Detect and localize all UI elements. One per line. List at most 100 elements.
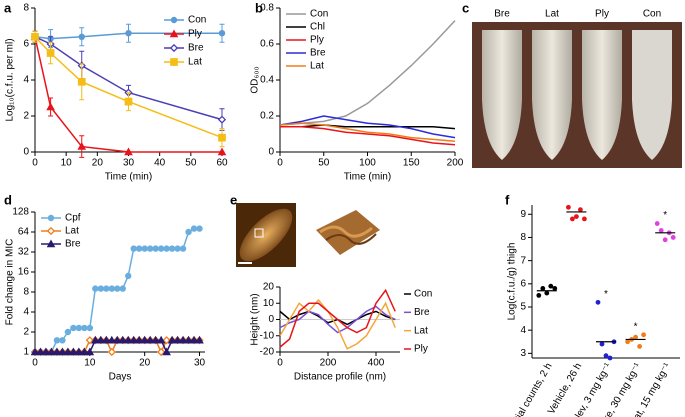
y-tick-label: 16 [18, 267, 30, 278]
marker [145, 335, 155, 344]
marker [108, 285, 115, 292]
x-tick-label: 0 [277, 358, 283, 369]
point [578, 207, 583, 213]
x-tick-label: 20 [139, 358, 151, 369]
marker [151, 335, 160, 344]
marker [217, 115, 227, 124]
marker [41, 347, 51, 356]
legend-label: Bre [310, 48, 326, 59]
marker [46, 226, 56, 236]
marker [173, 335, 182, 344]
marker [157, 347, 166, 357]
marker [157, 245, 165, 252]
y-tick-label: 4 [520, 325, 526, 336]
legend-label: Con [310, 9, 328, 20]
marker [130, 245, 137, 252]
significance-star: * [634, 321, 638, 332]
significance-star: * [604, 289, 608, 300]
point [603, 353, 609, 359]
series-line [280, 126, 456, 146]
y-tick-label: 0.6 [260, 39, 274, 50]
x-tick-label: 40 [154, 158, 166, 169]
marker [167, 335, 177, 344]
photo-label: Lat [545, 9, 559, 20]
y-tick-label: 20 [263, 282, 275, 293]
marker [64, 328, 72, 336]
marker [156, 335, 166, 344]
y-tick-label: 0 [268, 314, 274, 325]
marker [124, 147, 133, 156]
tubes [482, 30, 672, 160]
y-axis-label: Height (nm) [250, 293, 261, 345]
x-tick-label: 100 [359, 158, 376, 169]
marker [59, 337, 66, 344]
significance-star: * [663, 210, 667, 221]
y-tick-label: 4 [23, 75, 29, 86]
panel-label: e [230, 192, 237, 207]
y-tick-label: 32 [18, 247, 30, 258]
point [574, 214, 579, 219]
marker [169, 29, 179, 38]
legend-label: Lat [65, 226, 79, 237]
marker [168, 245, 176, 252]
marker [46, 49, 55, 57]
legend-label: Con [414, 289, 432, 300]
point [548, 283, 554, 289]
point [670, 235, 676, 240]
marker [47, 347, 56, 356]
y-tick-label: 1 [23, 347, 29, 358]
point [566, 204, 571, 210]
marker [112, 335, 122, 344]
marker [217, 147, 227, 156]
marker [124, 97, 133, 106]
marker [80, 347, 89, 356]
x-axis-label: Days [109, 372, 132, 383]
y-tick-label: -20 [260, 347, 275, 358]
point [633, 334, 638, 340]
marker [179, 245, 187, 252]
marker [107, 347, 116, 357]
marker [86, 324, 94, 332]
series-line [279, 20, 456, 126]
legend-label: Bre [414, 307, 430, 318]
y-tick-label: 0.2 [260, 111, 274, 122]
marker [52, 347, 62, 356]
legend-label: Bre [188, 43, 204, 54]
y-tick-label: 10 [263, 298, 275, 309]
y-tick-label: 0.4 [260, 75, 274, 86]
x-tick-label: 400 [368, 358, 385, 369]
marker [169, 43, 179, 53]
marker [140, 335, 149, 344]
marker [174, 245, 181, 252]
y-axis-label: Log₁₀(c.f.u. per ml) [5, 38, 16, 121]
marker [170, 58, 178, 66]
point [637, 344, 642, 349]
y-tick-label: 8 [520, 232, 526, 243]
marker [96, 335, 106, 344]
marker [31, 32, 39, 41]
point [641, 332, 646, 338]
legend-label: Cpf [65, 213, 81, 224]
series-line [279, 122, 456, 142]
panel-label: c [462, 0, 469, 15]
x-tick-label: 30 [123, 158, 135, 169]
marker [185, 228, 192, 236]
legend-label: Chl [310, 22, 325, 33]
y-axis-label: Log(c.f.u./g) thigh [507, 243, 518, 321]
afm-images [236, 203, 380, 267]
point [625, 339, 630, 345]
series-line [280, 124, 456, 130]
marker [163, 245, 170, 252]
marker [129, 335, 139, 344]
photo-label: Con [643, 9, 661, 20]
marker [135, 245, 143, 252]
marker [101, 335, 111, 344]
legend-label: Ply [310, 35, 324, 46]
x-tick-label: 20 [92, 158, 104, 169]
marker [189, 335, 199, 344]
marker [91, 335, 100, 344]
marker [30, 347, 40, 356]
legend-label: Lat [310, 61, 324, 72]
marker [77, 142, 87, 150]
